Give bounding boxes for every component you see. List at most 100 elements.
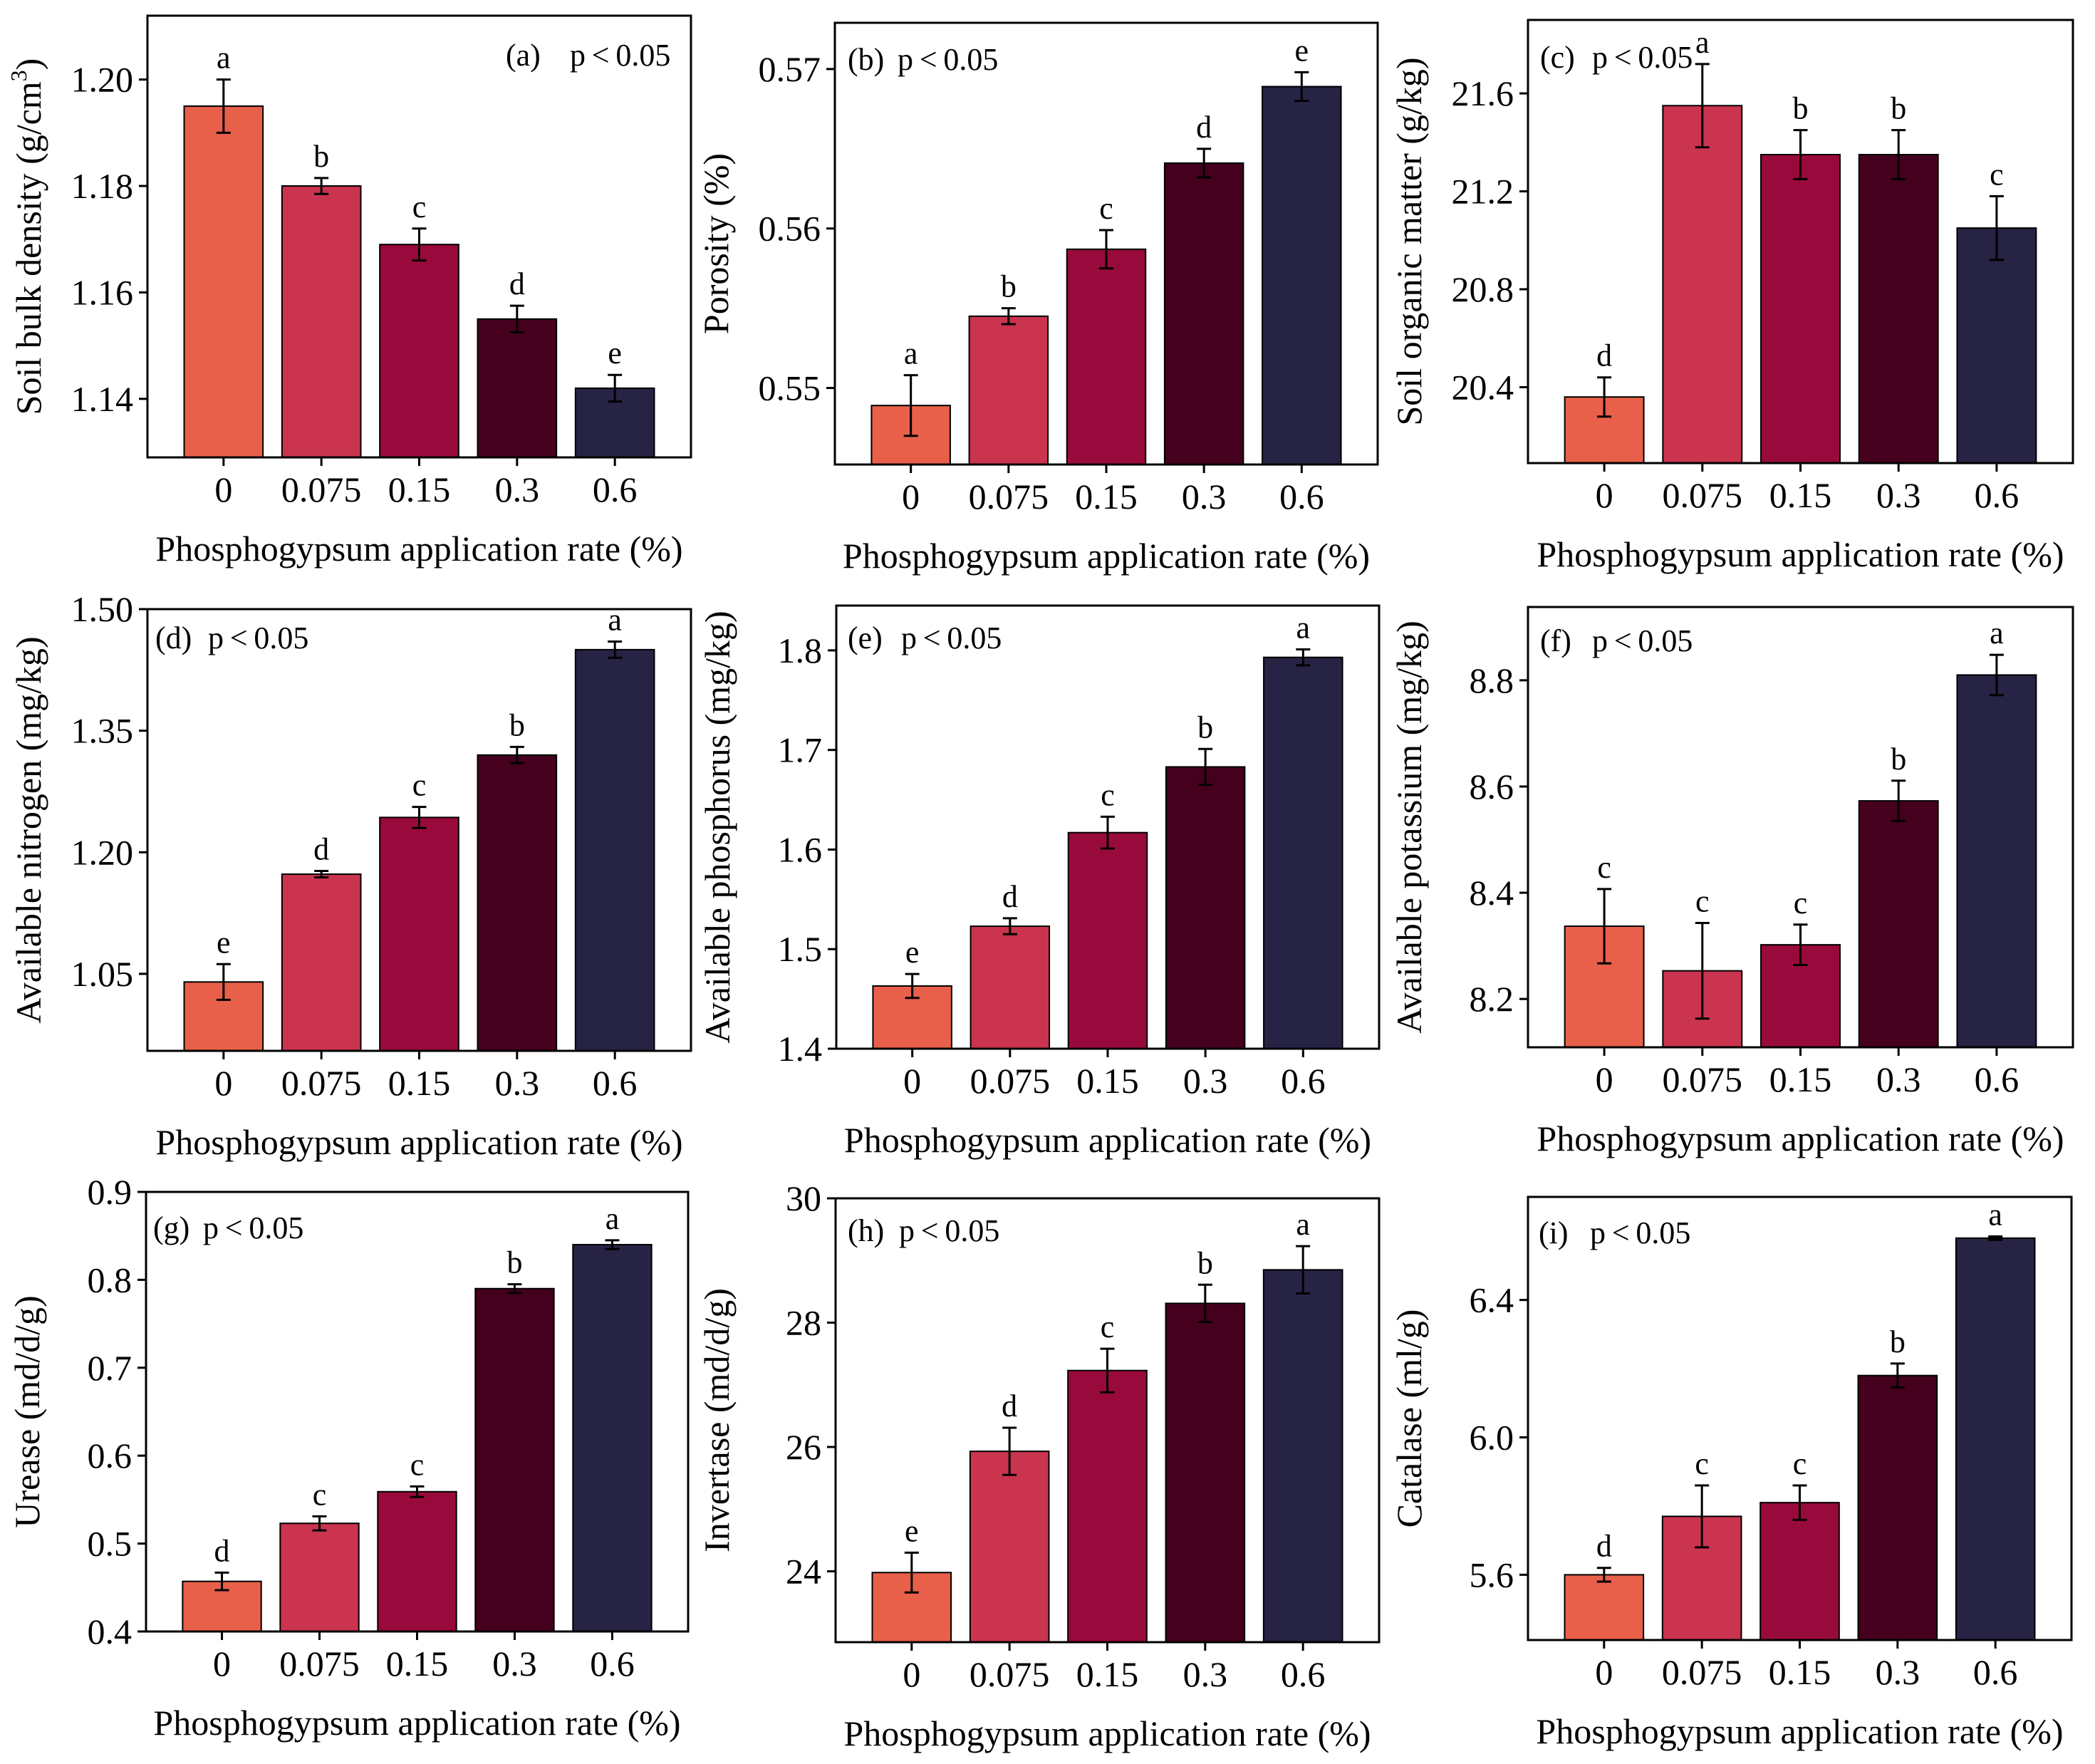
bar-a-3	[477, 318, 558, 459]
x-tick-label-f-4: 0.6	[1975, 1059, 2019, 1099]
sig-letter-f-2: c	[1794, 886, 1808, 920]
bar-i-4	[1955, 1237, 2036, 1641]
y-tick-label-g-4: 0.8	[88, 1260, 132, 1299]
y-axis-title-text-d: Available nitrogen (mg/kg)	[9, 636, 48, 1023]
y-axis-title-text-c: Soil organic matter (g/kg)	[1389, 57, 1429, 425]
bar-f-4	[1956, 674, 2037, 1048]
x-tick-label-h-4: 0.6	[1281, 1654, 1326, 1694]
panel-tag-i: (i)	[1539, 1215, 1569, 1250]
x-axis-title-b: Phosphogypsum application rate (%)	[843, 536, 1370, 576]
y-tick-label-a-1: 1.16	[71, 272, 134, 312]
x-tick-label-g-0: 0	[213, 1644, 231, 1683]
x-tick-label-e-2: 0.15	[1076, 1061, 1139, 1101]
panel-tag-h: (h)	[848, 1213, 884, 1248]
x-tick-label-e-1: 0.075	[970, 1061, 1051, 1101]
panel-tag-b: (b)	[848, 42, 884, 77]
x-tick-label-b-1: 0.075	[969, 477, 1049, 517]
sig-letter-h-3: b	[1197, 1245, 1213, 1280]
sig-letter-a-3: d	[509, 266, 525, 301]
axes-frame-h	[834, 1197, 1381, 1644]
bar-b-4	[1262, 85, 1342, 465]
axes-frame-e	[835, 604, 1381, 1050]
sig-letter-e-1: d	[1002, 879, 1018, 914]
bar-a-1	[281, 185, 362, 458]
sig-letter-c-2: b	[1793, 91, 1809, 126]
x-axis-title-f: Phosphogypsum application rate (%)	[1537, 1119, 2064, 1158]
axes-frame-g	[145, 1190, 690, 1633]
sig-letter-g-3: b	[506, 1245, 522, 1280]
sig-letter-f-3: b	[1891, 742, 1906, 777]
sig-letter-c-1: a	[1695, 25, 1710, 60]
sig-letter-a-1: b	[313, 139, 329, 174]
x-tick-label-f-0: 0	[1596, 1059, 1613, 1099]
significance-note-h: p < 0.05	[899, 1213, 999, 1248]
y-tick-label-h-3: 30	[786, 1178, 821, 1218]
x-tick-label-i-2: 0.15	[1769, 1652, 1831, 1692]
y-tick-label-f-1: 8.4	[1470, 873, 1514, 913]
sig-letter-c-3: b	[1891, 91, 1906, 126]
x-axis-title-e: Phosphogypsum application rate (%)	[844, 1120, 1371, 1160]
sig-letter-g-1: c	[313, 1477, 327, 1512]
y-tick-label-e-2: 1.6	[778, 829, 823, 869]
panel-tag-e: (e)	[848, 621, 883, 655]
sig-letter-b-4: e	[1295, 33, 1309, 68]
x-tick-label-h-2: 0.15	[1076, 1654, 1139, 1694]
sig-letter-a-0: a	[217, 41, 231, 76]
y-tick-label-i-1: 6.0	[1470, 1418, 1514, 1458]
panel-a: a 0 b 0.075 c 0.15 d 0.3 e 0.6 1.14 1.16 1.18 1.20 Pho…	[6, 14, 692, 569]
panel-h: e 0 d 0.075 c 0.15 b 0.3 a 0.6 24 26 28 30 Phosphogyps…	[697, 1178, 1381, 1753]
y-tick-label-f-2: 8.6	[1470, 767, 1514, 806]
x-tick-label-b-2: 0.15	[1075, 477, 1138, 517]
significance-note-a: p < 0.05	[570, 38, 670, 73]
bar-h-4	[1262, 1269, 1343, 1643]
y-axis-title-c: Soil organic matter (g/kg)	[1389, 57, 1429, 425]
sig-letter-i-1: c	[1695, 1446, 1709, 1481]
y-tick-label-a-2: 1.18	[71, 166, 134, 206]
x-tick-label-f-2: 0.15	[1769, 1059, 1832, 1099]
sig-letter-g-4: a	[605, 1201, 620, 1236]
sig-letter-b-1: b	[1001, 269, 1017, 304]
bar-c-1	[1662, 105, 1743, 464]
bar-i-2	[1759, 1502, 1840, 1641]
x-tick-label-b-0: 0	[902, 477, 920, 517]
y-axis-title-tail-a: )	[9, 58, 48, 71]
bar-h-1	[969, 1451, 1050, 1643]
bar-c-2	[1760, 154, 1841, 464]
axes-frame-c	[1527, 19, 2074, 465]
panel-i: d 0 c 0.075 c 0.15 b 0.3 a 0.6 5.6 6.0 6.4 Phosphogyp…	[1389, 1195, 2073, 1751]
sig-letter-d-2: c	[412, 768, 427, 803]
sig-letter-d-1: d	[313, 831, 329, 866]
bar-i-0	[1564, 1574, 1645, 1641]
sig-letter-d-4: a	[608, 603, 622, 638]
x-axis-title-i: Phosphogypsum application rate (%)	[1536, 1711, 2063, 1751]
y-axis-title-text-a: Soil bulk density (g/cm	[9, 81, 48, 415]
y-axis-title-f: Available potassium (mg/kg)	[1389, 621, 1429, 1034]
sig-letter-c-4: c	[1990, 157, 2004, 192]
x-tick-label-a-2: 0.15	[388, 469, 451, 509]
bar-d-4	[574, 648, 655, 1052]
x-tick-label-d-2: 0.15	[388, 1063, 451, 1103]
y-tick-label-a-3: 1.20	[71, 60, 134, 100]
sig-letter-g-2: c	[410, 1447, 425, 1482]
bar-a-0	[183, 105, 264, 458]
panel-e: e 0 d 0.075 c 0.15 b 0.3 a 0.6 1.4 1.5 1.6 1.7 1.8 Phos…	[697, 604, 1381, 1160]
x-axis-title-d: Phosphogypsum application rate (%)	[155, 1122, 682, 1162]
y-tick-label-f-0: 8.2	[1470, 979, 1514, 1019]
x-tick-label-d-3: 0.3	[495, 1063, 540, 1103]
y-tick-label-g-3: 0.7	[88, 1348, 132, 1388]
bar-c-3	[1858, 154, 1939, 464]
significance-note-e: p < 0.05	[901, 621, 1002, 655]
panel-tag-c: (c)	[1540, 40, 1575, 75]
panel-tag-g: (g)	[153, 1210, 189, 1245]
y-tick-label-c-3: 21.6	[1452, 73, 1514, 113]
x-tick-label-c-0: 0	[1596, 475, 1613, 515]
x-axis-title-c: Phosphogypsum application rate (%)	[1537, 534, 2064, 574]
bar-e-4	[1263, 656, 1343, 1049]
x-axis-title-h: Phosphogypsum application rate (%)	[843, 1713, 1371, 1753]
panel-g: d 0 c 0.075 c 0.15 b 0.3 a 0.6 0.4 0.5 0.6 0.7 0.8 0.9 P…	[7, 1172, 690, 1743]
sig-letter-d-3: b	[509, 707, 525, 742]
y-tick-label-d-0: 1.05	[71, 954, 134, 994]
panel-tag-d: (d)	[155, 621, 192, 655]
y-tick-label-i-2: 6.4	[1470, 1280, 1514, 1320]
bar-g-1	[279, 1522, 360, 1633]
